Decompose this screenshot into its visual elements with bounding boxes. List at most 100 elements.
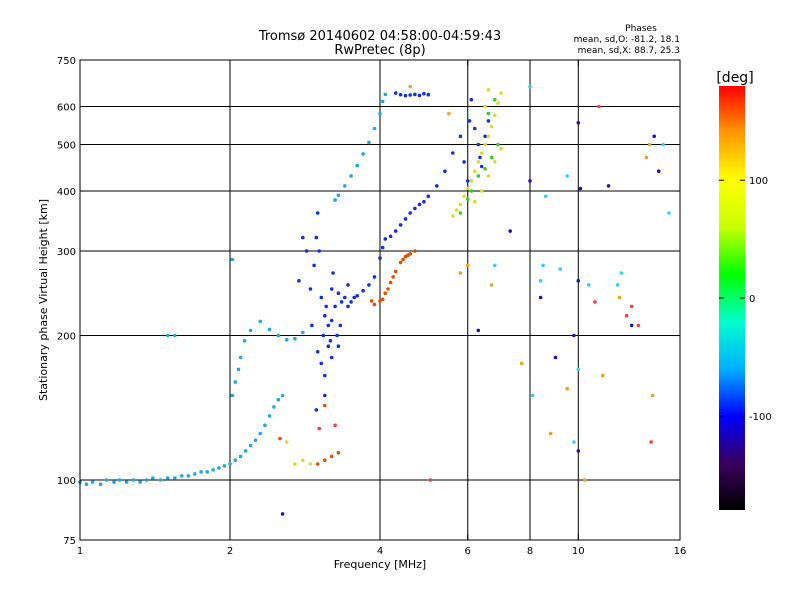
data-point bbox=[315, 211, 320, 215]
data-point bbox=[619, 271, 624, 275]
data-point bbox=[323, 393, 327, 398]
data-point bbox=[572, 440, 576, 444]
data-point bbox=[553, 355, 558, 360]
data-point bbox=[398, 260, 403, 265]
data-point bbox=[84, 482, 89, 487]
data-point bbox=[238, 355, 243, 360]
data-point bbox=[297, 279, 301, 283]
data-point bbox=[242, 339, 247, 343]
data-point bbox=[428, 478, 433, 482]
data-point bbox=[230, 393, 234, 398]
data-point bbox=[321, 333, 326, 338]
data-point bbox=[179, 474, 184, 478]
data-point bbox=[352, 295, 357, 300]
data-point bbox=[248, 443, 253, 448]
data-point bbox=[258, 431, 263, 436]
data-point bbox=[339, 300, 344, 304]
data-point bbox=[267, 414, 272, 418]
data-point bbox=[652, 134, 656, 139]
data-point bbox=[326, 323, 331, 328]
data-point bbox=[243, 449, 248, 453]
data-point bbox=[233, 380, 238, 384]
data-point bbox=[217, 466, 221, 470]
x-tick-label: 6 bbox=[465, 546, 471, 557]
data-point bbox=[496, 101, 500, 105]
data-point bbox=[323, 403, 327, 408]
data-point bbox=[489, 124, 494, 129]
grid-lines bbox=[80, 60, 680, 540]
data-point bbox=[454, 208, 459, 212]
data-point bbox=[451, 151, 455, 155]
data-point bbox=[222, 464, 227, 468]
data-point bbox=[310, 323, 314, 328]
data-point bbox=[380, 99, 385, 104]
data-point bbox=[519, 361, 524, 366]
data-point bbox=[548, 431, 553, 436]
data-point bbox=[104, 478, 109, 482]
title-block: Tromsø 20140602 04:58:00-04:59:43 RwPret… bbox=[258, 29, 501, 58]
data-point bbox=[465, 186, 470, 191]
stats-line-x: mean, sd,X: 88.7, 25.3 bbox=[578, 46, 680, 56]
data-point bbox=[323, 373, 327, 378]
data-point bbox=[408, 211, 413, 215]
data-point bbox=[565, 386, 569, 391]
data-point bbox=[398, 223, 403, 227]
y-tick-label: 750 bbox=[57, 56, 76, 67]
data-point bbox=[211, 468, 215, 472]
data-point bbox=[458, 211, 463, 215]
data-point bbox=[528, 179, 532, 183]
data-point bbox=[417, 93, 422, 98]
data-point bbox=[476, 142, 481, 147]
data-point bbox=[451, 214, 455, 218]
data-point bbox=[301, 458, 305, 463]
data-point bbox=[486, 119, 491, 123]
data-point bbox=[393, 91, 398, 95]
data-point bbox=[335, 333, 339, 338]
data-point bbox=[443, 169, 447, 173]
y-axis: 75 100 200 300 400 500 600 750 bbox=[57, 56, 680, 547]
data-point bbox=[165, 476, 170, 480]
data-point bbox=[483, 134, 487, 139]
data-point bbox=[338, 323, 343, 328]
data-point bbox=[90, 480, 95, 484]
data-point bbox=[489, 283, 494, 287]
data-point bbox=[349, 174, 353, 178]
data-point bbox=[131, 478, 136, 482]
stats-heading: Phases bbox=[625, 24, 657, 34]
data-point bbox=[336, 344, 341, 349]
data-point bbox=[173, 333, 177, 338]
chart-title: Tromsø 20140602 04:58:00-04:59:43 bbox=[258, 29, 501, 44]
data-point bbox=[336, 193, 341, 198]
data-point bbox=[422, 91, 426, 96]
data-point bbox=[380, 245, 385, 250]
data-point bbox=[230, 257, 234, 262]
data-point bbox=[314, 408, 319, 412]
y-tick-label: 600 bbox=[57, 103, 76, 114]
data-point bbox=[465, 263, 470, 268]
data-point bbox=[253, 438, 258, 443]
data-point bbox=[333, 423, 337, 428]
data-point bbox=[367, 283, 371, 287]
data-point bbox=[578, 186, 583, 191]
data-point bbox=[336, 291, 341, 296]
data-point bbox=[644, 155, 649, 160]
stats-line-o: mean, sd,O: -81.2, 18.1 bbox=[574, 35, 680, 45]
data-point bbox=[398, 92, 403, 97]
data-point bbox=[391, 275, 395, 279]
data-point bbox=[565, 174, 569, 178]
data-point bbox=[386, 287, 390, 291]
colorbar-tick-label: 100 bbox=[749, 176, 768, 187]
data-point bbox=[413, 92, 417, 97]
data-point bbox=[372, 302, 377, 307]
data-point bbox=[426, 92, 431, 97]
data-point bbox=[319, 295, 324, 300]
data-point bbox=[315, 462, 320, 466]
data-point bbox=[263, 423, 267, 428]
data-point bbox=[124, 480, 129, 484]
data-point bbox=[486, 111, 491, 116]
data-point bbox=[285, 440, 289, 444]
data-point bbox=[329, 355, 334, 360]
data-point bbox=[144, 478, 149, 482]
data-point bbox=[499, 91, 503, 95]
y-tick-label: 300 bbox=[57, 247, 76, 258]
